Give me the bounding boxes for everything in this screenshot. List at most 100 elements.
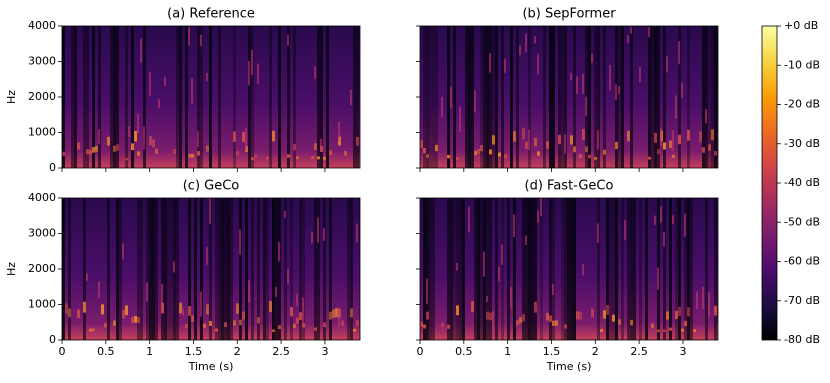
spectrogram-texture — [284, 211, 286, 218]
colorbar-tick-label: -20 dB — [784, 98, 820, 111]
spectrogram-texture — [435, 26, 438, 168]
spectrogram-texture — [441, 96, 443, 118]
spectrogram-texture — [717, 325, 718, 330]
spectrogram-texture — [284, 198, 287, 340]
spectrogram-texture — [660, 206, 662, 223]
spectrogram-texture — [603, 26, 606, 168]
spectrogram-texture — [459, 198, 462, 340]
spectrogram-texture — [107, 198, 110, 340]
spectrogram-texture — [206, 145, 209, 152]
spectrogram-image — [62, 198, 360, 340]
spectrogram-texture — [356, 320, 359, 326]
spectrogram-texture — [660, 127, 662, 147]
spectrogram-texture — [92, 147, 95, 153]
spectrogram-texture — [86, 26, 89, 168]
spectrogram-texture — [588, 154, 591, 159]
spectrogram-texture — [678, 198, 681, 340]
panel-title: (b) SepFormer — [522, 7, 616, 22]
y-tick-label: 1000 — [28, 298, 56, 311]
spectrogram-texture — [684, 198, 687, 340]
spectrogram-texture — [486, 311, 489, 320]
spectrogram-texture — [639, 198, 642, 340]
spectrogram-texture — [597, 130, 599, 150]
spectrogram-texture — [137, 113, 139, 134]
spectrogram-texture — [570, 135, 573, 145]
spectrogram-texture — [191, 77, 193, 104]
colorbar-tick-label: -70 dB — [784, 294, 820, 307]
spectrogram-texture — [678, 134, 681, 145]
spectrogram-texture — [233, 320, 236, 326]
spectrogram-texture — [684, 320, 687, 327]
spectrogram-texture — [597, 223, 599, 243]
spectrogram-texture — [516, 320, 519, 326]
spectrogram-texture — [708, 144, 711, 151]
spectrogram-texture — [347, 198, 350, 340]
spectrogram-texture — [465, 26, 468, 168]
spectrogram-texture — [92, 26, 95, 168]
spectrogram-texture — [209, 198, 211, 224]
spectrogram-texture — [666, 56, 668, 73]
colorbar-tick-label: +0 dB — [784, 19, 818, 32]
spectrogram-texture — [528, 198, 531, 340]
spectrogram-texture — [702, 287, 704, 310]
spectrogram-texture — [107, 136, 110, 146]
y-tick-label: 0 — [49, 161, 56, 174]
spectrogram-texture — [564, 198, 567, 340]
spectrogram-texture — [356, 136, 359, 146]
x-tick-label: 2.5 — [630, 345, 648, 358]
spectrogram-texture — [278, 198, 281, 340]
spectrogram-texture — [648, 156, 651, 160]
spectrogram-texture — [498, 266, 500, 282]
spectrogram-texture — [705, 198, 708, 340]
spectrogram-texture — [158, 99, 160, 109]
spectrogram-texture — [579, 311, 582, 320]
spectrogram-texture — [74, 26, 77, 168]
spectrogram-texture — [489, 198, 492, 340]
spectrogram-texture — [546, 312, 549, 321]
spectrogram-texture — [693, 329, 696, 332]
spectrogram-texture — [146, 198, 149, 340]
spectrogram-texture — [143, 126, 145, 150]
spectrogram-texture — [423, 198, 426, 340]
spectrogram-texture — [570, 198, 573, 340]
spectrogram-texture — [654, 215, 656, 225]
spectrogram-texture — [323, 227, 325, 241]
spectrogram-texture — [62, 151, 65, 156]
spectrogram-texture — [501, 26, 504, 168]
spectrogram-texture — [456, 305, 459, 316]
colorbar-tick-label: -50 dB — [784, 215, 820, 228]
spectrogram-texture — [519, 45, 521, 56]
spectrogram-texture — [176, 198, 179, 340]
spectrogram-texture — [672, 154, 675, 159]
spectrogram-image — [420, 26, 718, 168]
spectrogram-texture — [426, 311, 429, 320]
spectrogram-texture — [540, 198, 542, 217]
spectrogram-texture — [251, 198, 254, 340]
spectrogram-texture — [654, 132, 657, 143]
spectrogram-texture — [657, 329, 660, 333]
spectrogram-texture — [131, 26, 134, 168]
spectrogram-texture — [603, 310, 606, 319]
spectrogram-texture — [621, 26, 624, 168]
spectrogram-texture — [317, 198, 320, 340]
spectrogram-texture — [561, 198, 564, 340]
spectrogram-texture — [489, 149, 492, 155]
spectrogram-texture — [714, 305, 717, 316]
spectrogram-texture — [245, 128, 247, 151]
spectrogram-texture — [702, 26, 705, 168]
spectrogram-texture — [62, 198, 65, 340]
spectrogram-texture — [239, 229, 241, 255]
spectrogram-texture — [651, 26, 654, 168]
spectrogram-texture — [441, 322, 444, 328]
spectrogram-texture — [272, 329, 275, 333]
spectrogram-texture — [594, 157, 597, 160]
spectrogram-texture — [125, 157, 128, 161]
spectrogram-texture — [639, 66, 641, 83]
spectrogram-texture — [630, 319, 633, 326]
spectrogram-texture — [68, 198, 71, 340]
y-tick-label: 2000 — [28, 90, 56, 103]
spectrogram-texture — [627, 130, 630, 142]
spectrogram-texture — [618, 86, 620, 95]
spectrogram-texture — [513, 131, 516, 142]
spectrogram-texture — [456, 157, 459, 160]
